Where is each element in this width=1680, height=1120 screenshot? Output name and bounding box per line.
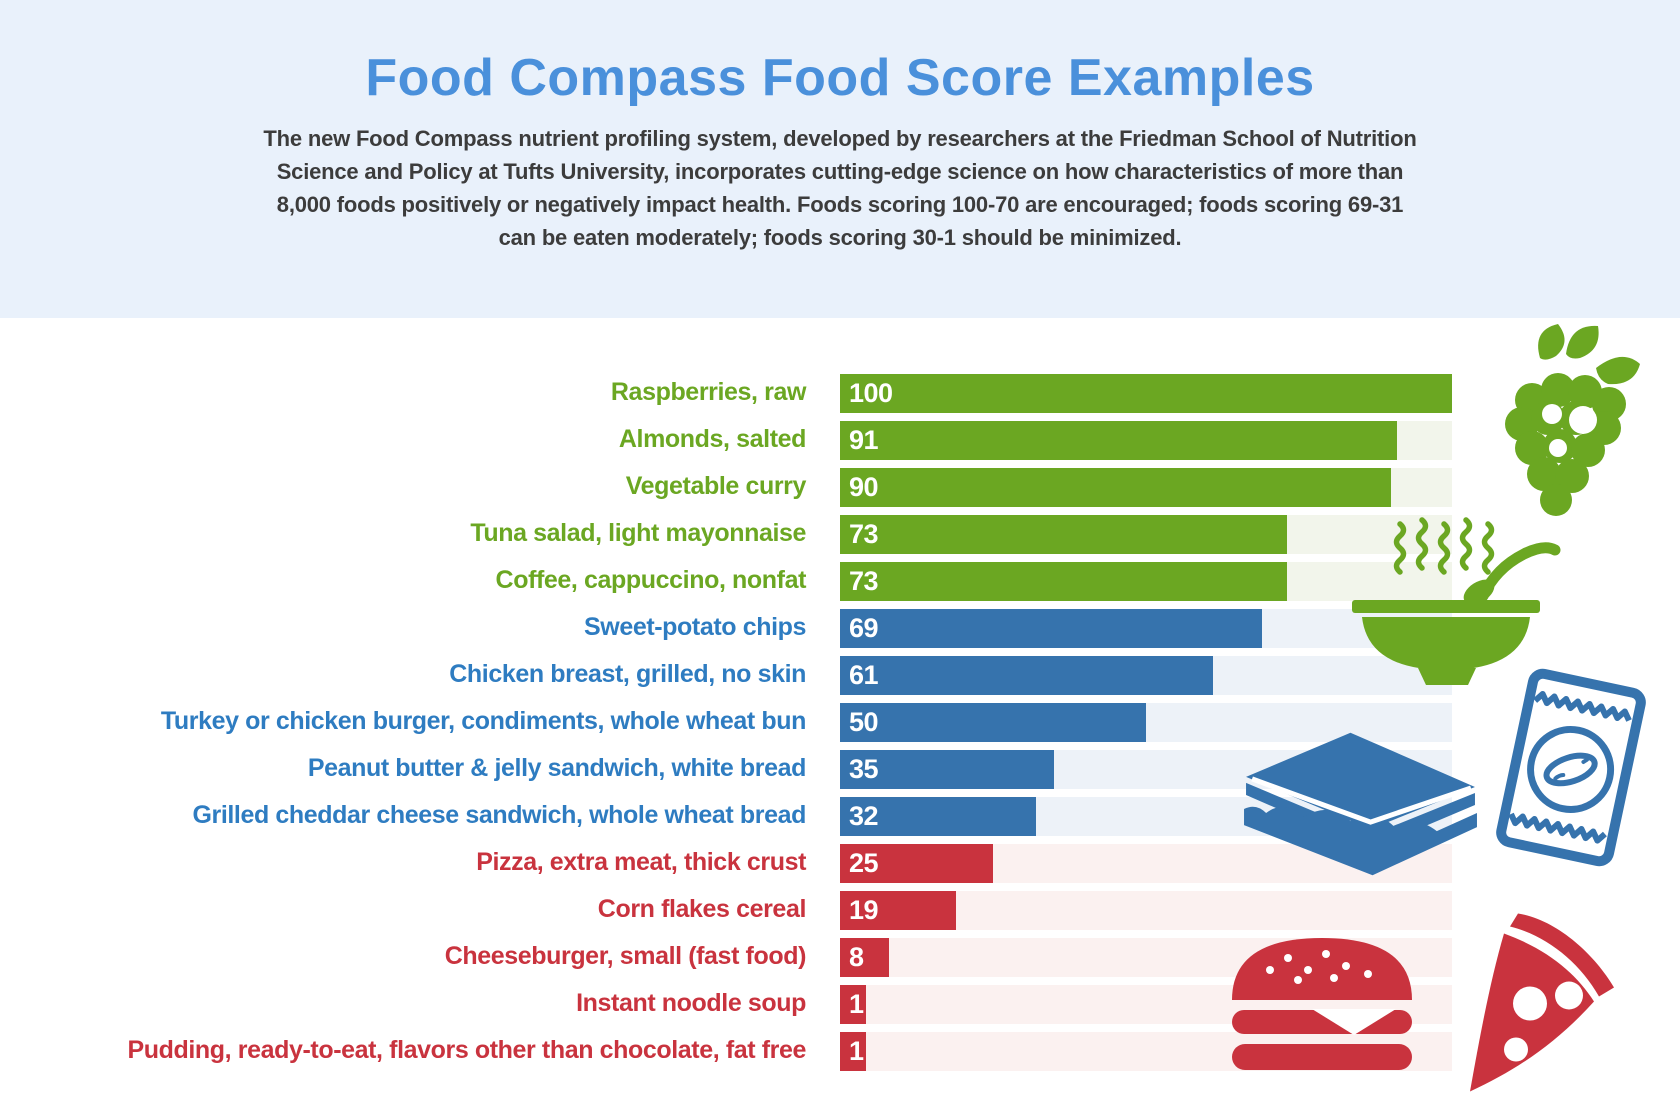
food-label: Coffee, cappuccino, nonfat bbox=[495, 566, 807, 594]
food-label: Cheeseburger, small (fast food) bbox=[444, 942, 807, 970]
score-value: 61 bbox=[849, 660, 879, 690]
food-label: Chicken breast, grilled, no skin bbox=[449, 660, 806, 688]
score-bar: 1 bbox=[840, 985, 866, 1024]
score-value: 73 bbox=[849, 566, 879, 596]
soup-bowl-icon bbox=[1348, 512, 1563, 687]
score-value: 25 bbox=[849, 848, 879, 878]
food-label: Vegetable curry bbox=[625, 472, 807, 500]
intro-line-3: 8,000 foods positively or negatively imp… bbox=[276, 192, 1404, 217]
food-label: Pizza, extra meat, thick crust bbox=[476, 848, 806, 876]
chart-row: Corn flakes cereal 19 bbox=[0, 887, 1680, 934]
chart-row: Coffee, cappuccino, nonfat 73 bbox=[0, 558, 1680, 605]
header: Food Compass Food Score Examples The new… bbox=[0, 0, 1680, 318]
raspberries-icon bbox=[1488, 322, 1646, 527]
burger-icon bbox=[1222, 926, 1422, 1078]
food-label: Raspberries, raw bbox=[610, 378, 806, 406]
score-value: 1 bbox=[849, 989, 864, 1019]
score-bar: 1 bbox=[840, 1032, 866, 1071]
score-bar: 73 bbox=[840, 515, 1287, 554]
chart-row: Instant noodle soup 1 bbox=[0, 981, 1680, 1028]
score-bar: 8 bbox=[840, 938, 889, 977]
score-bar: 73 bbox=[840, 562, 1287, 601]
score-value: 91 bbox=[849, 425, 879, 455]
score-bar: 91 bbox=[840, 421, 1397, 460]
food-label: Almonds, salted bbox=[618, 425, 806, 453]
food-label: Grilled cheddar cheese sandwich, whole w… bbox=[192, 801, 806, 829]
score-value: 69 bbox=[849, 613, 879, 643]
food-label: Peanut butter & jelly sandwich, white br… bbox=[307, 754, 807, 782]
score-bar: 25 bbox=[840, 844, 993, 883]
food-label: Sweet-potato chips bbox=[584, 613, 806, 641]
food-label: Turkey or chicken burger, condiments, wh… bbox=[160, 707, 807, 735]
score-value: 100 bbox=[849, 378, 893, 408]
chart-row: Cheeseburger, small (fast food) 8 bbox=[0, 934, 1680, 981]
score-bar: 32 bbox=[840, 797, 1036, 836]
score-bar: 90 bbox=[840, 468, 1391, 507]
food-label: Corn flakes cereal bbox=[597, 895, 807, 923]
score-value: 1 bbox=[849, 1036, 864, 1066]
intro-line-4: can be eaten moderately; foods scoring 3… bbox=[498, 225, 1182, 250]
score-value: 90 bbox=[849, 472, 879, 502]
intro-line-2: Science and Policy at Tufts University, … bbox=[276, 159, 1404, 184]
chart-row: Chicken breast, grilled, no skin 61 bbox=[0, 652, 1680, 699]
chart-row: Sweet-potato chips 69 bbox=[0, 605, 1680, 652]
sandwich-icon bbox=[1236, 726, 1482, 878]
food-label: Tuna salad, light mayonnaise bbox=[470, 519, 806, 547]
food-label: Instant noodle soup bbox=[576, 989, 806, 1017]
score-value: 73 bbox=[849, 519, 879, 549]
chart-row: Pudding, ready-to-eat, flavors other tha… bbox=[0, 1028, 1680, 1075]
score-value: 8 bbox=[849, 942, 864, 972]
intro-line-1: The new Food Compass nutrient profiling … bbox=[263, 126, 1417, 151]
score-bar: 100 bbox=[840, 374, 1452, 413]
chart-row: Tuna salad, light mayonnaise 73 bbox=[0, 511, 1680, 558]
food-label: Pudding, ready-to-eat, flavors other tha… bbox=[127, 1036, 807, 1064]
score-bar: 69 bbox=[840, 609, 1263, 648]
score-value: 50 bbox=[849, 707, 879, 737]
snack-bag-icon bbox=[1478, 658, 1663, 876]
score-value: 19 bbox=[849, 895, 879, 925]
score-value: 32 bbox=[849, 801, 879, 831]
pizza-slice-icon bbox=[1458, 890, 1633, 1098]
intro-text: The new Food Compass nutrient profiling … bbox=[140, 122, 1540, 254]
score-bar: 19 bbox=[840, 891, 957, 930]
score-bar: 50 bbox=[840, 703, 1146, 742]
score-bar: 35 bbox=[840, 750, 1055, 789]
score-bar: 61 bbox=[840, 656, 1214, 695]
chart-row: Raspberries, raw 100 bbox=[0, 370, 1680, 417]
chart-row: Turkey or chicken burger, condiments, wh… bbox=[0, 699, 1680, 746]
score-value: 35 bbox=[849, 754, 879, 784]
page-title: Food Compass Food Score Examples bbox=[365, 49, 1315, 107]
chart-row: Vegetable curry 90 bbox=[0, 464, 1680, 511]
chart-rows: Raspberries, raw 100 Almonds, salted 91 … bbox=[0, 370, 1680, 1075]
chart-row: Almonds, salted 91 bbox=[0, 417, 1680, 464]
